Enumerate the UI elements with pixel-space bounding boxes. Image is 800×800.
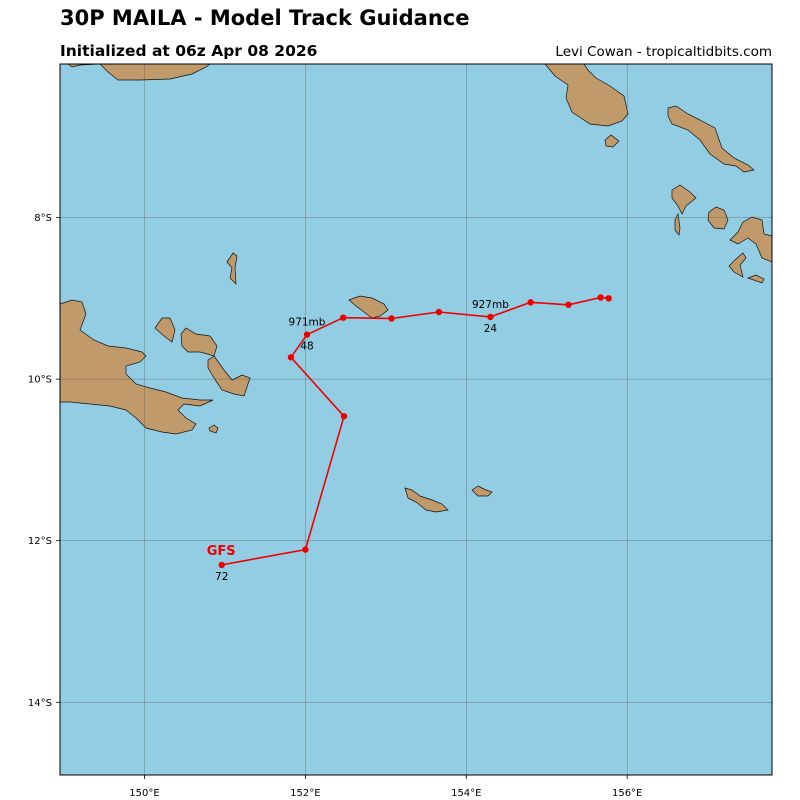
land-islet-d xyxy=(707,206,729,230)
track-point[interactable] xyxy=(340,413,348,420)
track-point[interactable] xyxy=(527,299,534,306)
land-layer xyxy=(60,64,772,513)
land-islet-g xyxy=(226,252,238,285)
land-islet-e xyxy=(728,252,747,278)
track-point[interactable] xyxy=(339,314,347,321)
lon-tick-label: 152°E xyxy=(290,788,320,799)
pressure-label: 971mb xyxy=(289,317,326,329)
lat-tick-label: 8°S xyxy=(34,213,52,224)
lon-tick-label: 156°E xyxy=(612,788,642,799)
track-point[interactable] xyxy=(435,308,443,316)
forecast-hour-label: 24 xyxy=(484,323,498,335)
land-islet-c xyxy=(674,212,681,236)
land-islet-b xyxy=(671,184,697,215)
land-islet-a xyxy=(604,134,620,148)
pressure-label: 927mb xyxy=(472,299,509,311)
land-choiseul xyxy=(667,105,755,173)
track-point[interactable] xyxy=(597,294,604,301)
land-islet-f xyxy=(746,274,765,284)
land-bougainville xyxy=(544,64,629,127)
track-point[interactable] xyxy=(302,546,309,553)
map-frame xyxy=(59,63,773,776)
credit-label: Levi Cowan - tropicaltidbits.com xyxy=(555,44,772,60)
lon-tick-label: 154°E xyxy=(451,788,481,799)
gfs-track[interactable] xyxy=(218,294,612,569)
track-point[interactable] xyxy=(487,313,494,321)
lat-tick-label: 10°S xyxy=(28,375,52,386)
graticule xyxy=(60,64,772,775)
land-png-mainland xyxy=(60,299,214,435)
track-point[interactable] xyxy=(388,315,395,322)
land-islet-k xyxy=(208,424,219,434)
track-point[interactable] xyxy=(287,354,295,361)
lat-tick-label: 12°S xyxy=(28,536,52,547)
land-woodlark xyxy=(348,295,389,319)
land-islet-h xyxy=(154,317,176,343)
land-islet-j xyxy=(207,355,251,397)
land-islet-i xyxy=(180,327,218,357)
lat-tick-label: 14°S xyxy=(28,698,52,709)
land-guadalcanal-west xyxy=(729,216,772,263)
land-islet-l xyxy=(404,487,449,513)
land-new-britain-west xyxy=(99,64,211,81)
forecast-hour-label: 48 xyxy=(300,341,313,353)
land-new-guinea-north xyxy=(67,64,101,68)
page-title: 30P MAILA - Model Track Guidance xyxy=(60,6,470,30)
track-point[interactable] xyxy=(605,295,612,302)
lon-tick-label: 150°E xyxy=(129,788,159,799)
forecast-hour-label: 72 xyxy=(215,571,228,583)
track-point[interactable] xyxy=(303,331,311,338)
model-name-label: GFS xyxy=(207,544,236,559)
land-islet-m xyxy=(471,485,493,497)
track-point[interactable] xyxy=(218,561,225,569)
axis-labels: 150°E 152°E 154°E 156°E 8°S 10°S 12°S 14°S xyxy=(28,213,642,799)
init-subtitle: Initialized at 06z Apr 08 2026 xyxy=(60,42,318,60)
track-point[interactable] xyxy=(565,301,572,308)
track-annotations: 927mb 24 971mb 48 72 GFS xyxy=(207,299,509,583)
